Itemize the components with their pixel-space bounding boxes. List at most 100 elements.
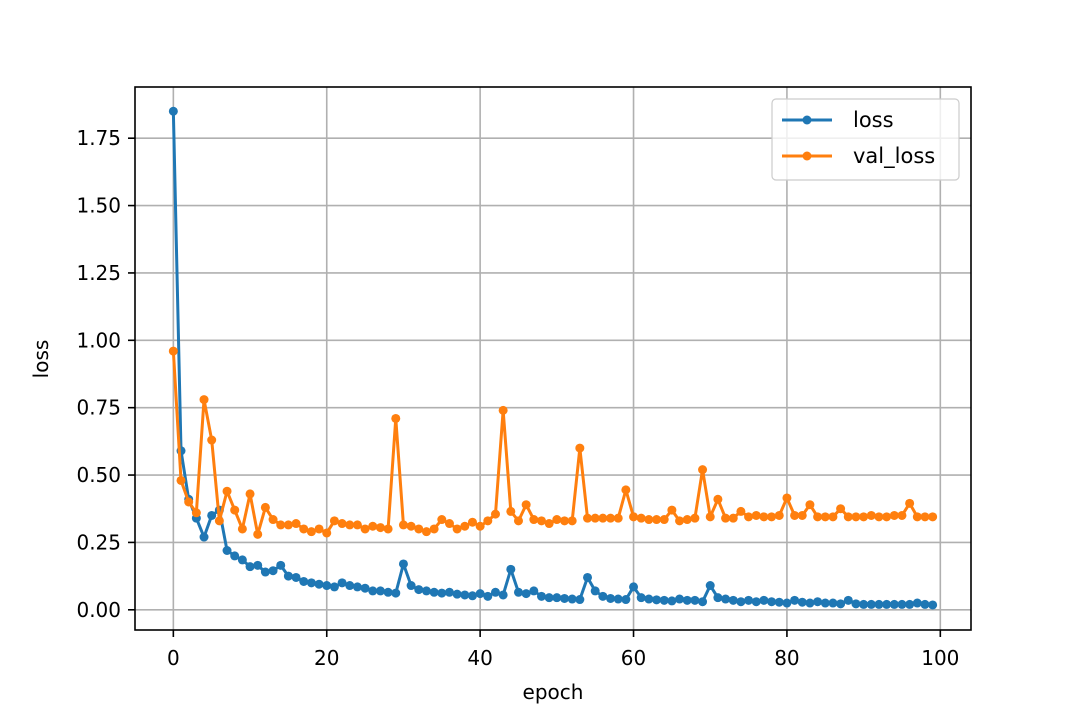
data-point-loss [230,551,240,561]
data-point-loss [567,594,577,604]
data-point-val-loss [659,515,669,525]
data-point-loss [659,595,669,605]
data-point-val-loss [253,529,263,539]
data-point-val-loss [199,395,209,405]
data-point-loss [337,578,347,588]
data-point-loss [644,594,654,604]
data-point-val-loss [176,475,186,485]
data-point-val-loss [375,523,385,533]
data-point-loss [698,597,708,607]
data-point-val-loss [306,527,316,537]
data-point-loss [429,587,439,597]
data-point-val-loss [905,498,915,508]
data-point-loss [759,595,769,605]
data-point-val-loss [314,524,324,534]
data-point-loss [744,595,754,605]
data-point-loss [774,597,784,607]
data-point-val-loss [705,512,715,522]
data-point-val-loss [836,504,846,514]
legend-label-loss: loss [853,108,894,132]
data-point-val-loss [866,510,876,520]
data-point-val-loss [299,524,309,534]
data-point-loss [790,595,800,605]
data-point-val-loss [682,515,692,525]
data-point-val-loss [590,513,600,523]
data-point-loss [375,586,385,596]
data-point-val-loss [751,510,761,520]
data-point-loss [736,597,746,607]
data-point-loss [207,510,217,520]
data-point-val-loss [391,413,401,423]
series-loss [168,106,938,610]
y-tick-label: 0.50 [76,463,121,487]
data-point-loss [421,586,431,596]
data-point-val-loss [613,513,623,523]
data-point-val-loss [337,519,347,529]
data-point-val-loss [606,513,616,523]
data-point-val-loss [690,513,700,523]
data-point-val-loss [444,519,454,529]
data-point-val-loss [322,528,332,538]
data-point-val-loss [636,513,646,523]
data-point-loss [268,566,278,576]
y-tick-label: 0.00 [76,598,121,622]
data-point-val-loss [268,515,278,525]
x-tick-label: 60 [621,646,646,670]
data-point-val-loss [483,516,493,526]
data-point-loss [866,599,876,609]
data-point-loss [629,582,639,592]
data-point-val-loss [214,516,224,526]
data-point-loss [352,582,362,592]
data-point-loss [314,579,324,589]
data-point-loss [513,587,523,597]
data-point-loss [168,106,178,116]
data-point-loss [506,564,516,574]
data-point-loss [345,581,355,591]
data-point-val-loss [276,520,286,530]
data-point-val-loss [813,512,823,522]
data-point-val-loss [782,493,792,503]
data-point-loss [874,599,884,609]
data-point-val-loss [437,515,447,525]
axis-ticks: 0 20 40 60 80 100 0.00 0.25 0.50 0.75 1.00 1.25 1.50… [76,126,959,670]
data-point-loss [767,597,777,607]
y-tick-label: 1.75 [76,126,121,150]
data-point-val-loss [184,497,194,507]
data-point-val-loss [652,515,662,525]
data-point-val-loss [237,524,247,534]
data-point-loss [483,591,493,601]
y-tick-label: 1.50 [76,194,121,218]
data-point-loss [437,588,447,598]
data-point-loss [859,599,869,609]
data-point-val-loss [230,505,240,515]
data-point-val-loss [828,512,838,522]
data-point-loss [299,576,309,586]
data-point-val-loss [728,513,738,523]
data-point-val-loss [805,500,815,510]
data-point-loss [897,599,907,609]
data-point-loss [452,589,462,599]
data-point-val-loss [383,524,393,534]
data-point-loss [912,598,922,608]
data-point-loss [237,555,247,565]
data-point-val-loss [797,510,807,520]
data-point-loss [590,586,600,596]
data-point-val-loss [368,521,378,531]
data-point-val-loss [575,443,585,453]
data-point-loss [675,594,685,604]
data-point-val-loss [529,515,539,525]
data-point-loss [843,595,853,605]
legend-marker-val-loss [802,151,812,161]
data-point-val-loss [882,512,892,522]
data-point-val-loss [291,519,301,529]
data-point-val-loss [698,465,708,475]
legend-label-val-loss: val_loss [853,144,935,169]
data-point-loss [889,599,899,609]
data-point-val-loss [513,516,523,526]
y-tick-label: 1.25 [76,261,121,285]
data-point-val-loss [421,527,431,537]
data-point-loss [199,532,209,542]
data-point-loss [690,595,700,605]
data-point-loss [406,581,416,591]
